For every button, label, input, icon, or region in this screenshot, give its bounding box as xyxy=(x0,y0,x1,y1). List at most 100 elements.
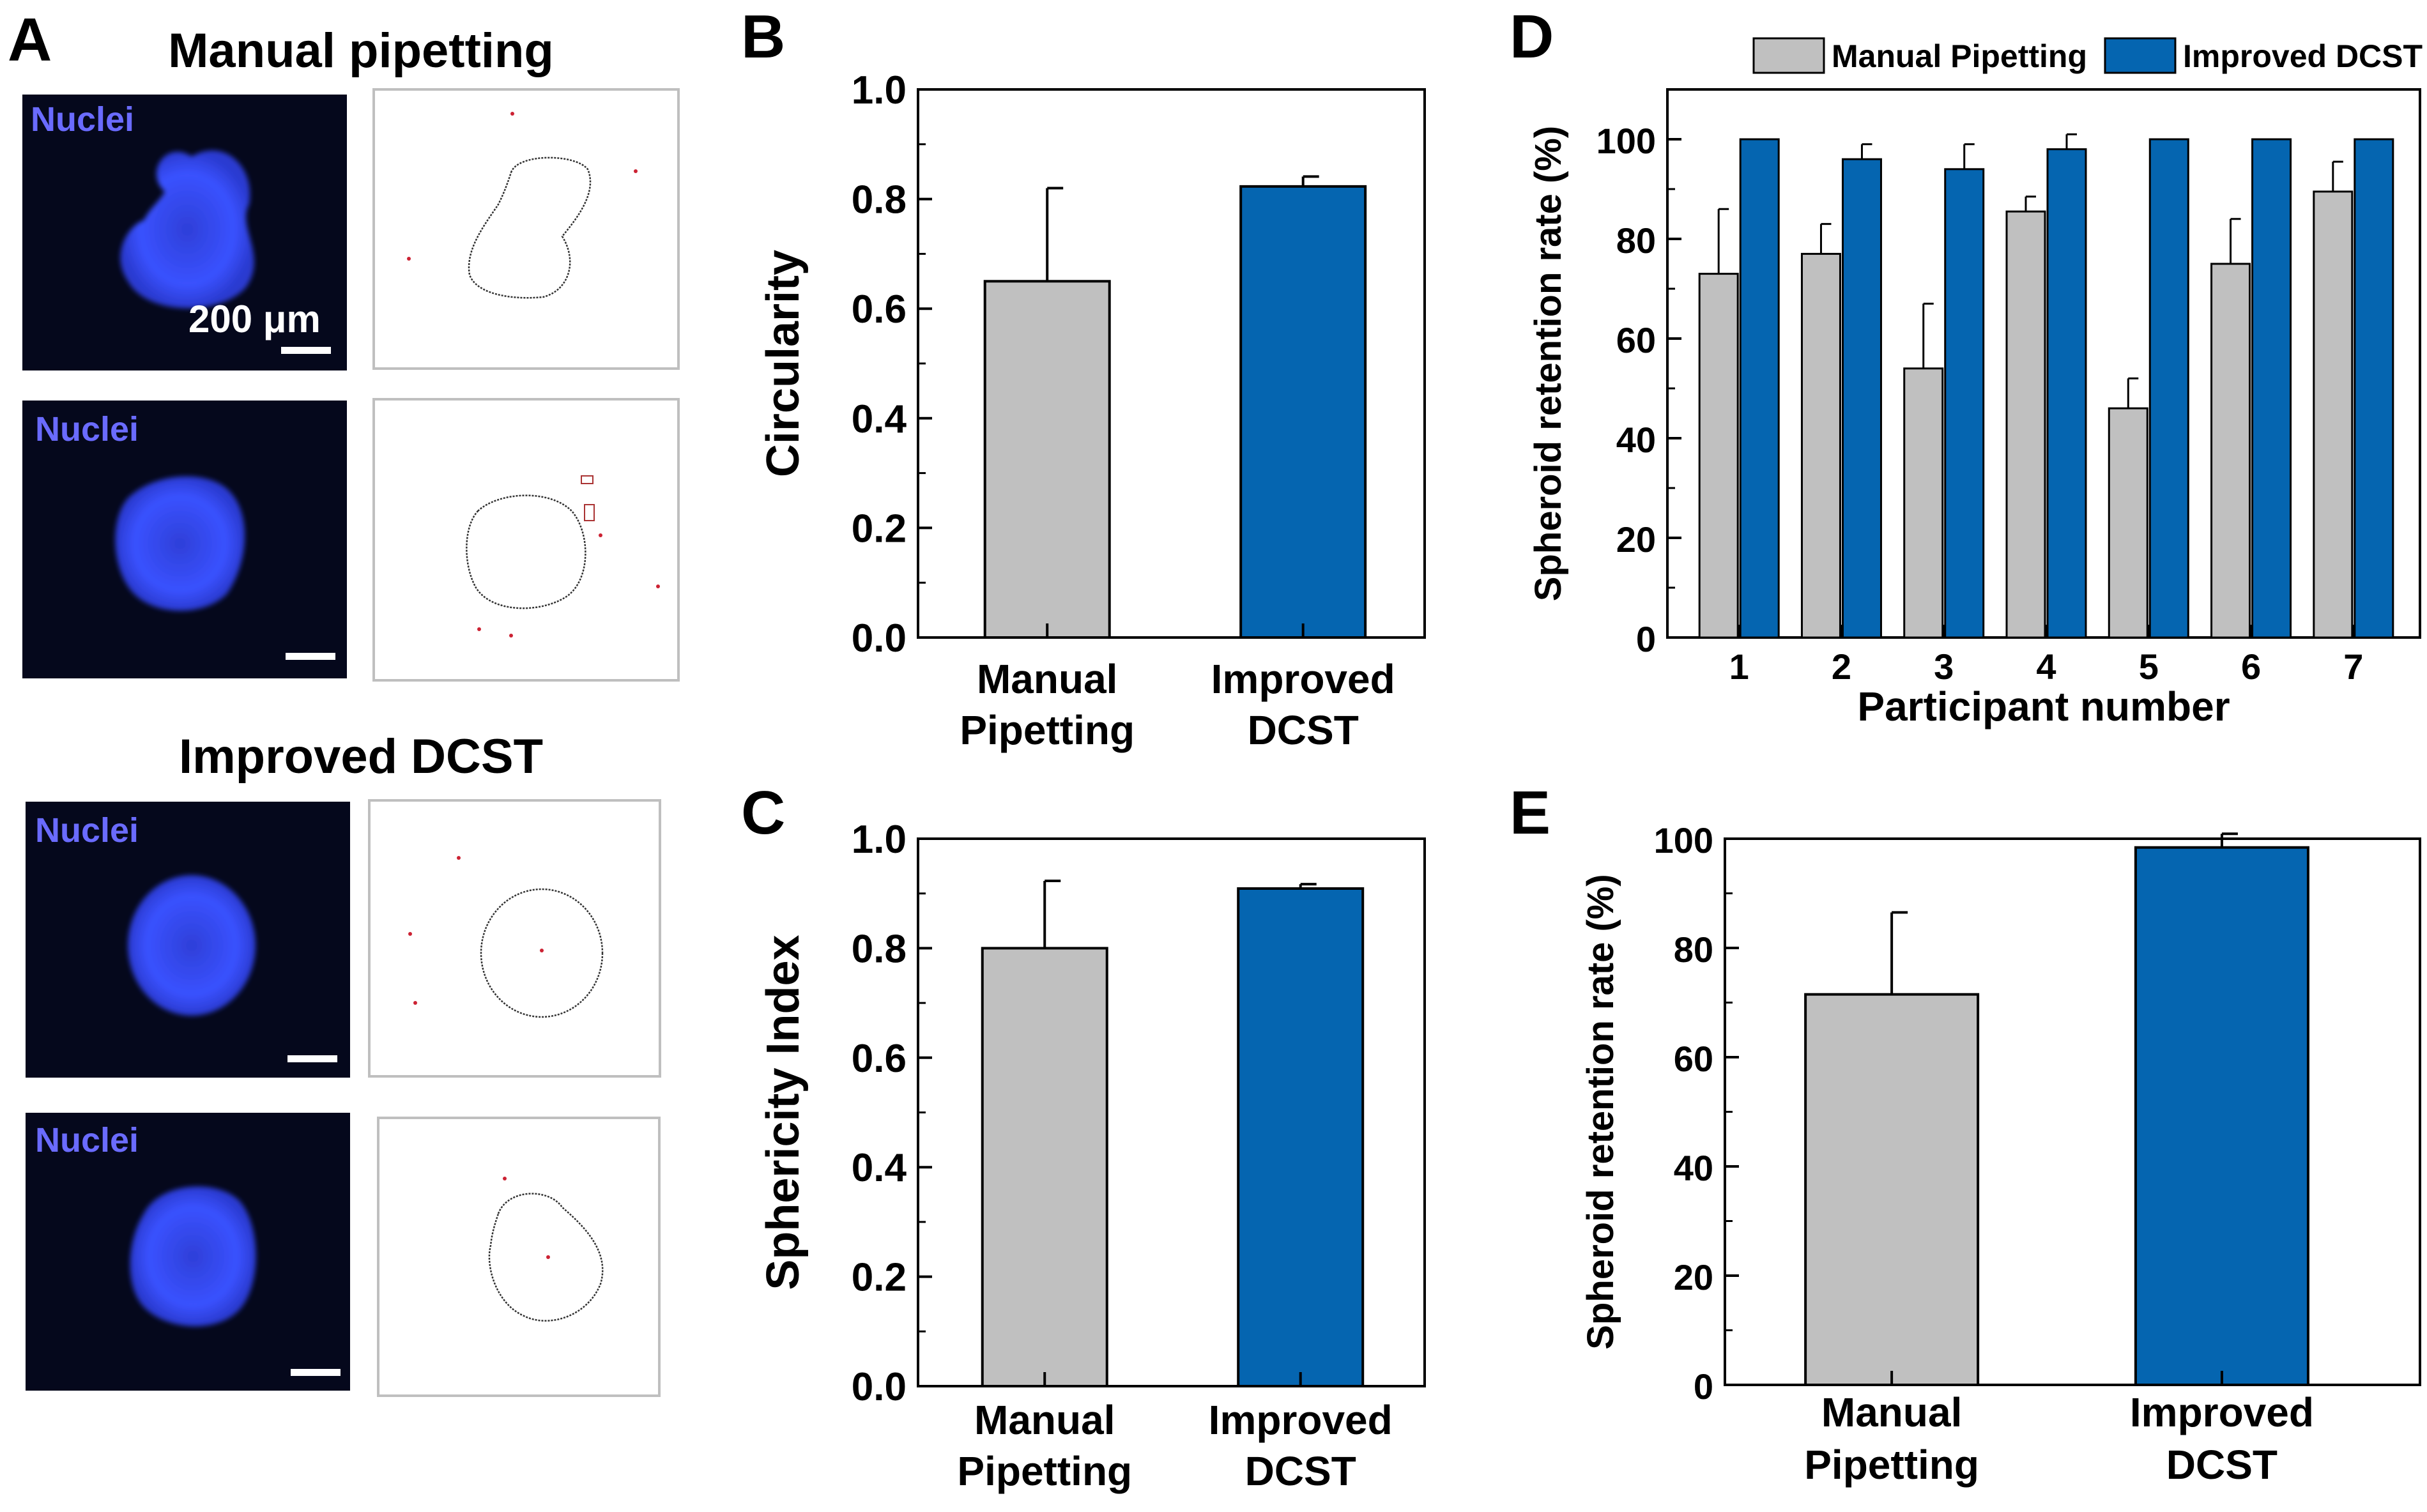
y-tick-label: 80 xyxy=(1674,929,1713,970)
bar xyxy=(1841,158,1882,639)
bar xyxy=(1739,138,1780,639)
micrograph-improved-2: Nuclei xyxy=(26,1113,350,1391)
chart-d: D 0 20 40 60 80 100 Spheroid retention rate (%)… xyxy=(1510,3,2423,729)
panel-b-letter: B xyxy=(741,3,785,71)
bar xyxy=(1698,273,1739,639)
x-tick-label: 7 xyxy=(2343,646,2363,687)
y-tick-label: 0.4 xyxy=(852,397,907,441)
y-tick-label: 60 xyxy=(1674,1039,1713,1079)
y-tick-label: 0 xyxy=(1636,619,1656,659)
y-tick-label: 20 xyxy=(1674,1257,1713,1297)
y-tick-label: 60 xyxy=(1616,320,1656,360)
x-tick-label: 3 xyxy=(1934,646,1954,687)
nuclei-label: Nuclei xyxy=(35,811,139,850)
x-axis-label: Participant number xyxy=(1857,683,2230,729)
y-tick-label: 0.2 xyxy=(852,1256,907,1300)
y-tick-label: 0.0 xyxy=(852,616,907,661)
bar xyxy=(2005,210,2046,639)
legend-label: Improved DCST xyxy=(2183,38,2423,74)
micrograph-improved-1: Nuclei xyxy=(26,802,350,1078)
nuclei-label: Nuclei xyxy=(35,1121,139,1159)
panel-e-letter: E xyxy=(1510,779,1550,847)
bar xyxy=(2134,846,2309,1387)
y-tick-label: 0.0 xyxy=(852,1365,907,1409)
x-tick-label: Pipetting xyxy=(960,707,1135,753)
x-tick-label: 1 xyxy=(1729,646,1749,687)
x-tick-label: Pipetting xyxy=(957,1448,1132,1494)
bar xyxy=(2210,263,2251,639)
y-tick-label: 100 xyxy=(1596,121,1656,161)
x-tick-label: 5 xyxy=(2139,646,2159,687)
scale-bar-label: 200 μm xyxy=(188,298,321,340)
y-tick-label: 0.8 xyxy=(852,927,907,971)
micrograph-manual-2: Nuclei xyxy=(22,401,347,678)
nuclei-label: Nuclei xyxy=(35,410,139,448)
y-tick-label: 0.2 xyxy=(852,507,907,551)
y-tick-label: 0.8 xyxy=(852,178,907,222)
bar xyxy=(1944,168,1985,639)
y-tick-label: 0 xyxy=(1694,1366,1713,1407)
x-tick-label: Manual xyxy=(1821,1389,1962,1435)
bar xyxy=(1800,252,1841,639)
y-tick-label: 0.4 xyxy=(852,1146,907,1190)
bar xyxy=(2108,407,2148,639)
bar xyxy=(1239,185,1367,639)
bar xyxy=(2251,138,2292,639)
y-tick-label: 1.0 xyxy=(852,68,907,112)
outline-manual-1 xyxy=(372,88,680,370)
bar xyxy=(1237,887,1365,1388)
scale-bar xyxy=(286,653,335,660)
improved-section-title: Improved DCST xyxy=(179,729,543,784)
y-tick-label: 80 xyxy=(1616,220,1656,261)
y-axis-label: Sphericity Index xyxy=(758,935,809,1290)
legend-swatch xyxy=(1752,37,1825,74)
x-tick-label: Manual xyxy=(977,656,1117,702)
chart-c: C 0.0 0.2 0.4 0.6 0.8 1.0 Sphericity Index Manua… xyxy=(741,779,1426,1494)
outline-manual-2 xyxy=(372,398,680,682)
y-tick-label: 40 xyxy=(1674,1148,1713,1188)
y-tick-label: 0.6 xyxy=(852,1037,907,1081)
nuclei-label: Nuclei xyxy=(31,100,134,139)
panel-d-letter: D xyxy=(1510,3,1554,71)
legend-swatch xyxy=(2104,37,2177,74)
x-tick-label: DCST xyxy=(1248,707,1359,753)
x-tick-label: Improved xyxy=(1209,1397,1393,1443)
panel-a: A Manual pipetting Improved DCST Nuclei … xyxy=(8,6,680,1397)
x-tick-label: Manual xyxy=(974,1397,1115,1443)
panel-c-letter: C xyxy=(741,779,785,847)
x-tick-label: DCST xyxy=(2166,1442,2278,1488)
manual-section-title: Manual pipetting xyxy=(168,24,554,78)
bar xyxy=(2148,138,2189,639)
y-tick-label: 40 xyxy=(1616,420,1656,460)
y-tick-label: 1.0 xyxy=(852,818,907,862)
y-axis-label: Spheroid retention rate (%) xyxy=(1580,874,1621,1349)
x-tick-label: DCST xyxy=(1245,1448,1356,1494)
panel-a-letter: A xyxy=(8,6,52,74)
x-tick-label: 4 xyxy=(2036,646,2056,687)
x-tick-label: Improved xyxy=(1211,656,1395,702)
outline-improved-2 xyxy=(377,1117,661,1397)
bar xyxy=(2046,148,2087,639)
scale-bar xyxy=(281,347,331,354)
bar xyxy=(981,947,1108,1387)
y-tick-label: 0.6 xyxy=(852,287,907,332)
chart-e: E 0 20 40 60 80 100 Spheroid retention rate (%)… xyxy=(1510,779,2421,1488)
y-tick-label: 100 xyxy=(1654,820,1713,860)
scale-bar xyxy=(291,1369,341,1376)
y-axis-label: Circularity xyxy=(758,250,809,477)
bar xyxy=(2313,190,2354,639)
x-tick-label: 6 xyxy=(2241,646,2261,687)
y-tick-label: 20 xyxy=(1616,519,1656,560)
bar xyxy=(1903,367,1944,639)
bar xyxy=(2354,138,2394,639)
bar xyxy=(983,280,1111,639)
x-tick-label: Improved xyxy=(2130,1389,2314,1435)
chart-b: B 0.0 0.2 0.4 0.6 0.8 1.0 Circularity Manual Pipe… xyxy=(741,3,1426,753)
scale-bar xyxy=(287,1055,337,1062)
x-tick-label: 2 xyxy=(1832,646,1851,687)
bar xyxy=(1804,993,1980,1387)
legend-label: Manual Pipetting xyxy=(1832,38,2087,74)
outline-improved-1 xyxy=(368,799,661,1078)
x-tick-label: Pipetting xyxy=(1804,1442,1979,1488)
